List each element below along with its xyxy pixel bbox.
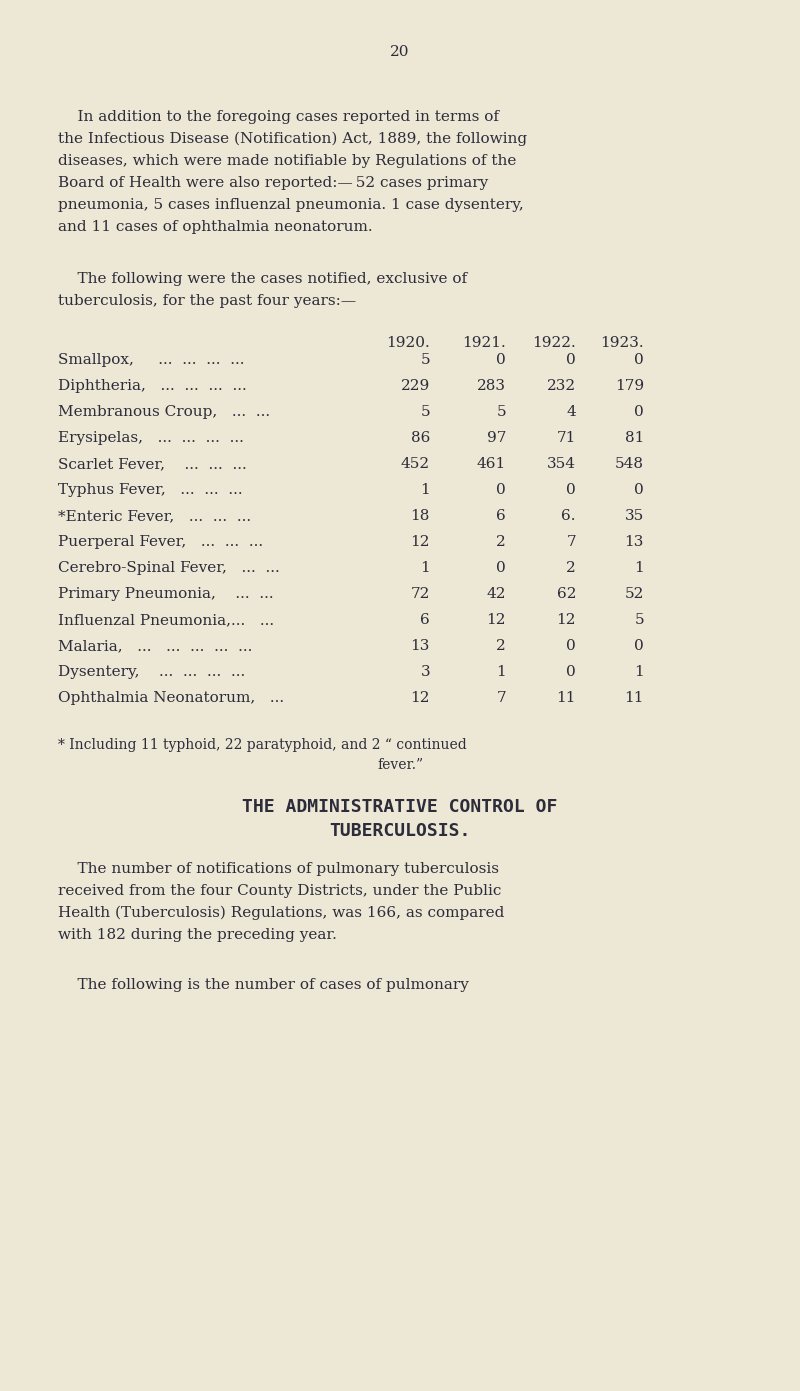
Text: 1922.: 1922.	[532, 337, 576, 351]
Text: 6: 6	[496, 509, 506, 523]
Text: 1920.: 1920.	[386, 337, 430, 351]
Text: 0: 0	[634, 483, 644, 497]
Text: 1921.: 1921.	[462, 337, 506, 351]
Text: 12: 12	[410, 536, 430, 549]
Text: * Including 11 typhoid, 22 paratyphoid, and 2 “ continued: * Including 11 typhoid, 22 paratyphoid, …	[58, 739, 466, 753]
Text: 35: 35	[625, 509, 644, 523]
Text: Membranous Croup,   ...  ...: Membranous Croup, ... ...	[58, 405, 270, 419]
Text: TUBERCULOSIS.: TUBERCULOSIS.	[330, 822, 470, 840]
Text: Diphtheria,   ...  ...  ...  ...: Diphtheria, ... ... ... ...	[58, 378, 246, 394]
Text: 62: 62	[557, 587, 576, 601]
Text: 0: 0	[496, 483, 506, 497]
Text: The following were the cases notified, exclusive of: The following were the cases notified, e…	[58, 273, 467, 287]
Text: 18: 18	[410, 509, 430, 523]
Text: and 11 cases of ophthalmia neonatorum.: and 11 cases of ophthalmia neonatorum.	[58, 220, 373, 234]
Text: Smallpox,     ...  ...  ...  ...: Smallpox, ... ... ... ...	[58, 353, 245, 367]
Text: 12: 12	[410, 691, 430, 705]
Text: Board of Health were also reported:— 52 cases primary: Board of Health were also reported:— 52 …	[58, 177, 488, 191]
Text: 1: 1	[420, 483, 430, 497]
Text: Influenzal Pneumonia,...   ...: Influenzal Pneumonia,... ...	[58, 613, 274, 627]
Text: Health (Tuberculosis) Regulations, was 166, as compared: Health (Tuberculosis) Regulations, was 1…	[58, 906, 504, 921]
Text: 72: 72	[410, 587, 430, 601]
Text: Dysentery,    ...  ...  ...  ...: Dysentery, ... ... ... ...	[58, 665, 246, 679]
Text: 81: 81	[625, 431, 644, 445]
Text: 5: 5	[420, 353, 430, 367]
Text: 13: 13	[625, 536, 644, 549]
Text: 1: 1	[420, 561, 430, 574]
Text: 0: 0	[634, 353, 644, 367]
Text: 5: 5	[634, 613, 644, 627]
Text: 1: 1	[634, 561, 644, 574]
Text: 0: 0	[496, 561, 506, 574]
Text: 3: 3	[420, 665, 430, 679]
Text: Puerperal Fever,   ...  ...  ...: Puerperal Fever, ... ... ...	[58, 536, 263, 549]
Text: 0: 0	[566, 665, 576, 679]
Text: 71: 71	[557, 431, 576, 445]
Text: the Infectious Disease (Notification) Act, 1889, the following: the Infectious Disease (Notification) Ac…	[58, 132, 527, 146]
Text: Erysipelas,   ...  ...  ...  ...: Erysipelas, ... ... ... ...	[58, 431, 244, 445]
Text: 0: 0	[634, 405, 644, 419]
Text: 13: 13	[410, 638, 430, 652]
Text: 0: 0	[566, 483, 576, 497]
Text: 0: 0	[634, 638, 644, 652]
Text: 12: 12	[557, 613, 576, 627]
Text: 12: 12	[486, 613, 506, 627]
Text: Ophthalmia Neonatorum,   ...: Ophthalmia Neonatorum, ...	[58, 691, 284, 705]
Text: THE ADMINISTRATIVE CONTROL OF: THE ADMINISTRATIVE CONTROL OF	[242, 798, 558, 817]
Text: Typhus Fever,   ...  ...  ...: Typhus Fever, ... ... ...	[58, 483, 242, 497]
Text: 97: 97	[486, 431, 506, 445]
Text: 0: 0	[566, 638, 576, 652]
Text: 20: 20	[390, 45, 410, 58]
Text: 179: 179	[615, 378, 644, 394]
Text: 0: 0	[496, 353, 506, 367]
Text: tuberculosis, for the past four years:—: tuberculosis, for the past four years:—	[58, 294, 356, 307]
Text: 232: 232	[547, 378, 576, 394]
Text: *Enteric Fever,   ...  ...  ...: *Enteric Fever, ... ... ...	[58, 509, 251, 523]
Text: 11: 11	[625, 691, 644, 705]
Text: 461: 461	[477, 458, 506, 472]
Text: 42: 42	[486, 587, 506, 601]
Text: 354: 354	[547, 458, 576, 472]
Text: 1: 1	[496, 665, 506, 679]
Text: received from the four County Districts, under the Public: received from the four County Districts,…	[58, 885, 502, 899]
Text: diseases, which were made notifiable by Regulations of the: diseases, which were made notifiable by …	[58, 154, 516, 168]
Text: with 182 during the preceding year.: with 182 during the preceding year.	[58, 928, 337, 942]
Text: 4: 4	[566, 405, 576, 419]
Text: Scarlet Fever,    ...  ...  ...: Scarlet Fever, ... ... ...	[58, 458, 246, 472]
Text: 5: 5	[420, 405, 430, 419]
Text: In addition to the foregoing cases reported in terms of: In addition to the foregoing cases repor…	[58, 110, 499, 124]
Text: 452: 452	[401, 458, 430, 472]
Text: 1: 1	[634, 665, 644, 679]
Text: 5: 5	[496, 405, 506, 419]
Text: 1923.: 1923.	[600, 337, 644, 351]
Text: 283: 283	[477, 378, 506, 394]
Text: 7: 7	[496, 691, 506, 705]
Text: Malaria,   ...   ...  ...  ...  ...: Malaria, ... ... ... ... ...	[58, 638, 252, 652]
Text: fever.”: fever.”	[377, 758, 423, 772]
Text: Primary Pneumonia,    ...  ...: Primary Pneumonia, ... ...	[58, 587, 274, 601]
Text: 11: 11	[557, 691, 576, 705]
Text: 548: 548	[615, 458, 644, 472]
Text: 6.: 6.	[562, 509, 576, 523]
Text: Cerebro-Spinal Fever,   ...  ...: Cerebro-Spinal Fever, ... ...	[58, 561, 280, 574]
Text: 2: 2	[496, 536, 506, 549]
Text: 2: 2	[566, 561, 576, 574]
Text: 52: 52	[625, 587, 644, 601]
Text: 86: 86	[410, 431, 430, 445]
Text: 229: 229	[401, 378, 430, 394]
Text: 2: 2	[496, 638, 506, 652]
Text: 0: 0	[566, 353, 576, 367]
Text: The following is the number of cases of pulmonary: The following is the number of cases of …	[58, 978, 469, 992]
Text: 7: 7	[566, 536, 576, 549]
Text: pneumonia, 5 cases influenzal pneumonia. 1 case dysentery,: pneumonia, 5 cases influenzal pneumonia.…	[58, 198, 524, 211]
Text: 6: 6	[420, 613, 430, 627]
Text: The number of notifications of pulmonary tuberculosis: The number of notifications of pulmonary…	[58, 862, 499, 876]
